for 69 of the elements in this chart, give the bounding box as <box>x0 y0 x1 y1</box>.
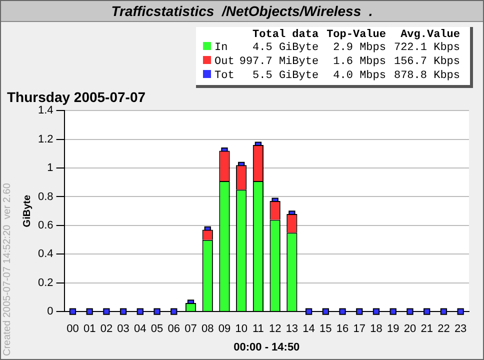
y-tick-label: 1.4 <box>38 104 54 117</box>
x-tick-label: 14 <box>302 323 315 336</box>
point <box>103 308 110 315</box>
x-tick-label: 22 <box>438 323 450 336</box>
point <box>170 308 178 315</box>
x-tick-label: 08 <box>202 323 214 336</box>
chart-title: Trafficstatistics /NetObjects/Wireless . <box>1 1 483 22</box>
x-tick-label: 04 <box>134 323 146 336</box>
x-tick-label: 03 <box>117 323 130 336</box>
text: 4.5 GiByte <box>252 41 320 55</box>
x-tick-label: 10 <box>235 323 248 336</box>
point <box>136 308 144 315</box>
text: 4.0 Mbps <box>332 69 387 83</box>
y-axis-title: GiByte <box>22 194 33 228</box>
text: Total data <box>252 29 320 41</box>
text: 156.7 Kbps <box>392 55 461 69</box>
y-tick-label: 1 <box>47 162 54 174</box>
point <box>440 308 448 315</box>
x-tick-label: 19 <box>386 323 400 336</box>
x-tick-label: 07 <box>184 323 197 336</box>
text: Top-Value <box>326 29 387 41</box>
text: Avg.Value <box>400 29 461 41</box>
chart-subtitle: Thursday 2005-07-07 <box>7 89 146 105</box>
point <box>154 308 160 315</box>
text: 878.8 Kbps <box>392 69 461 83</box>
legend-label: In <box>214 41 229 55</box>
point <box>457 308 464 315</box>
point <box>69 308 76 315</box>
point <box>120 308 127 315</box>
point <box>424 308 430 315</box>
x-tick-label: 16 <box>336 323 349 336</box>
x-tick-label: 23 <box>454 323 467 336</box>
y-tick-label: 0.4 <box>38 248 54 260</box>
x-tick-label: 02 <box>100 323 113 336</box>
text: 1.6 Mbps <box>332 55 387 69</box>
x-tick-label: 11 <box>252 323 264 336</box>
x-tick-label: 20 <box>404 323 416 336</box>
point <box>322 308 329 315</box>
text: 997.7 MiByte <box>238 55 320 69</box>
x-tick-label: 21 <box>420 323 433 336</box>
legend-label: Out <box>214 55 236 69</box>
text: 722.1 Kbps <box>392 41 461 55</box>
point <box>372 308 380 315</box>
y-tick-label: 0 <box>47 306 54 318</box>
x-tick-label: 06 <box>168 323 180 336</box>
x-tick-label: 12 <box>268 323 282 336</box>
x-tick-label: 09 <box>218 323 231 336</box>
point <box>356 308 363 315</box>
x-tick-label: 05 <box>150 323 164 336</box>
x-tick-label: 15 <box>320 323 332 336</box>
point <box>406 308 414 315</box>
y-tick-label: 1.2 <box>38 133 54 146</box>
x-tick-label: 01 <box>83 323 96 336</box>
point <box>305 308 312 315</box>
x-tick-label: 13 <box>286 323 298 336</box>
text: 5.5 GiByte <box>252 69 320 83</box>
text: Created 2005-07-07 14:52:20 ver 2.60 <box>2 183 13 356</box>
x-tick-label: 00 <box>66 323 79 336</box>
x-tick-label: 17 <box>353 323 366 336</box>
point <box>339 308 346 315</box>
x-axis-title: 00:00 - 14:50 <box>234 341 300 354</box>
y-tick-label: 0.2 <box>38 276 54 289</box>
y-tick-label: 0.8 <box>38 190 54 203</box>
y-tick-label: 0.6 <box>38 219 54 232</box>
legend-label: Tot <box>214 69 236 83</box>
point <box>86 308 93 315</box>
point <box>390 308 396 315</box>
x-tick-label: 18 <box>370 323 382 336</box>
text: 2.9 Mbps <box>332 41 387 55</box>
